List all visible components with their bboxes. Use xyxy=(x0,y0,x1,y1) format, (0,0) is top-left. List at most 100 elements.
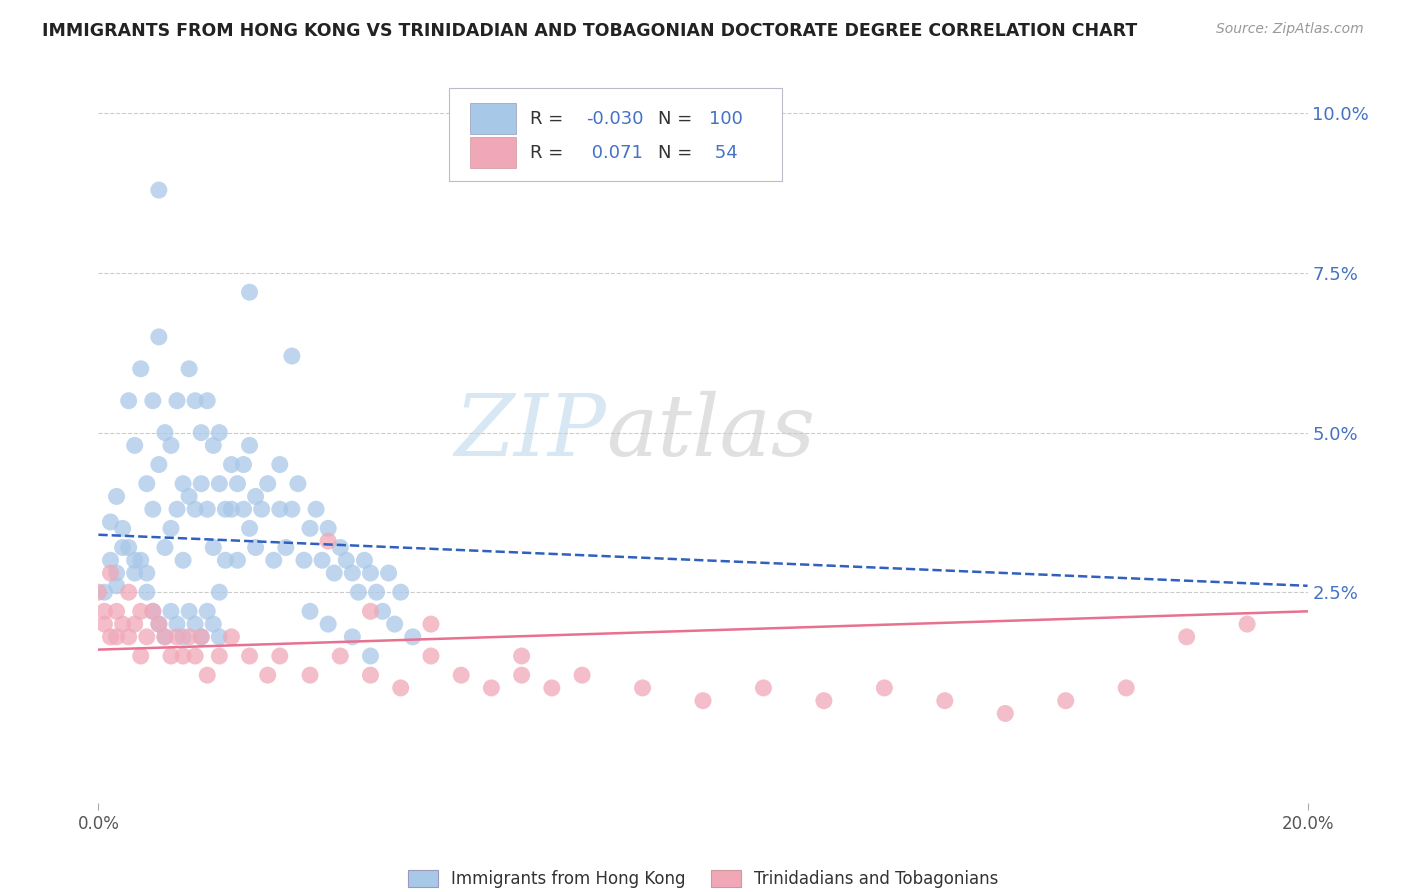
Point xyxy=(195,668,218,682)
Point xyxy=(172,648,194,663)
Point xyxy=(184,393,207,408)
Point xyxy=(239,285,262,300)
Point xyxy=(172,476,194,491)
Point xyxy=(166,502,188,516)
Point xyxy=(335,553,357,567)
Point xyxy=(366,585,388,599)
Point xyxy=(129,604,152,618)
Point xyxy=(360,566,382,580)
Point xyxy=(124,566,146,580)
Point xyxy=(190,630,212,644)
Point xyxy=(148,330,170,344)
Point xyxy=(153,630,176,644)
Point xyxy=(450,668,472,682)
Point xyxy=(377,566,399,580)
Point xyxy=(208,630,231,644)
Point xyxy=(305,502,328,516)
Point xyxy=(179,361,201,376)
Point xyxy=(111,541,134,555)
Point xyxy=(135,585,157,599)
Legend: Immigrants from Hong Kong, Trinidadians and Tobagonians: Immigrants from Hong Kong, Trinidadians … xyxy=(401,863,1005,892)
FancyBboxPatch shape xyxy=(470,137,516,169)
Point xyxy=(142,393,165,408)
Point xyxy=(208,476,231,491)
Point xyxy=(111,617,134,632)
Point xyxy=(179,490,201,504)
Point xyxy=(342,566,364,580)
Point xyxy=(195,604,218,618)
Point xyxy=(510,668,533,682)
Point xyxy=(402,630,425,644)
Point xyxy=(142,502,165,516)
Point xyxy=(93,585,115,599)
Point xyxy=(389,681,412,695)
Point xyxy=(287,476,309,491)
FancyBboxPatch shape xyxy=(470,103,516,135)
Point xyxy=(226,553,249,567)
Point xyxy=(316,534,339,549)
Point xyxy=(360,668,382,682)
Point xyxy=(299,604,322,618)
Point xyxy=(316,521,339,535)
Point xyxy=(934,694,956,708)
Point xyxy=(571,668,593,682)
Point xyxy=(1115,681,1137,695)
FancyBboxPatch shape xyxy=(449,88,782,181)
Point xyxy=(420,648,443,663)
Point xyxy=(239,438,262,452)
Point xyxy=(105,490,128,504)
Text: Source: ZipAtlas.com: Source: ZipAtlas.com xyxy=(1216,22,1364,37)
Point xyxy=(190,425,212,440)
Text: 54: 54 xyxy=(709,144,738,161)
Point xyxy=(142,604,165,618)
Point xyxy=(263,553,285,567)
Point xyxy=(281,349,304,363)
Point xyxy=(160,438,183,452)
Point xyxy=(160,604,183,618)
Point xyxy=(329,648,352,663)
Point xyxy=(208,585,231,599)
Point xyxy=(166,617,188,632)
Point xyxy=(124,438,146,452)
Point xyxy=(269,458,291,472)
Point xyxy=(256,668,278,682)
Point xyxy=(100,515,122,529)
Point xyxy=(239,521,262,535)
Point xyxy=(299,521,322,535)
Point xyxy=(873,681,896,695)
Point xyxy=(105,579,128,593)
Point xyxy=(631,681,654,695)
Point xyxy=(481,681,503,695)
Point xyxy=(148,617,170,632)
Point xyxy=(994,706,1017,721)
Point xyxy=(184,617,207,632)
Point xyxy=(813,694,835,708)
Point xyxy=(148,183,170,197)
Point xyxy=(202,617,225,632)
Point xyxy=(87,585,110,599)
Point xyxy=(752,681,775,695)
Point xyxy=(105,566,128,580)
Point xyxy=(269,502,291,516)
Text: R =: R = xyxy=(530,110,569,128)
Point xyxy=(195,393,218,408)
Point xyxy=(311,553,333,567)
Point xyxy=(329,541,352,555)
Point xyxy=(195,502,218,516)
Point xyxy=(420,617,443,632)
Point xyxy=(214,502,236,516)
Point xyxy=(100,630,122,644)
Point xyxy=(129,553,152,567)
Text: atlas: atlas xyxy=(606,392,815,474)
Point xyxy=(250,502,273,516)
Point xyxy=(166,630,188,644)
Point xyxy=(184,502,207,516)
Text: -0.030: -0.030 xyxy=(586,110,643,128)
Point xyxy=(129,361,152,376)
Point xyxy=(166,393,188,408)
Point xyxy=(226,476,249,491)
Point xyxy=(232,502,254,516)
Point xyxy=(274,541,297,555)
Point xyxy=(93,617,115,632)
Point xyxy=(245,541,267,555)
